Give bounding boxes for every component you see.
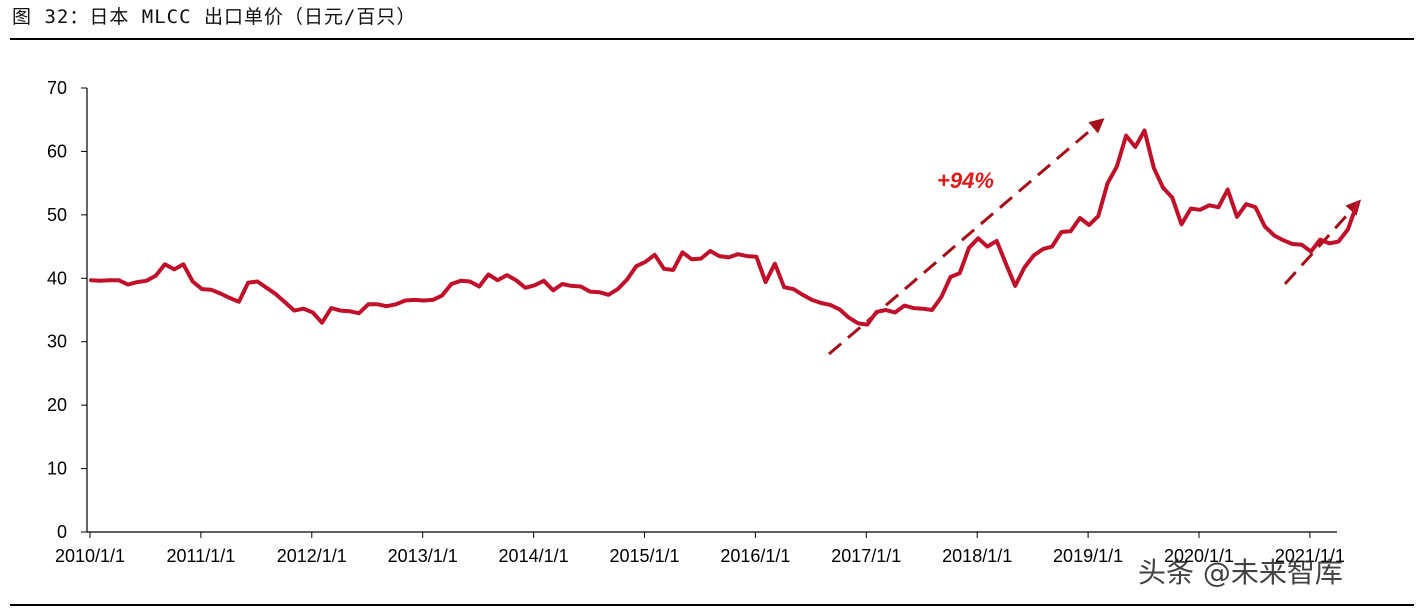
bottom-rule — [10, 604, 1414, 606]
x-tick-label: 2015/1/1 — [609, 546, 679, 566]
x-tick-label: 2018/1/1 — [942, 546, 1012, 566]
y-tick-label: 70 — [47, 78, 67, 98]
y-axis-ticks: 0 10 20 30 40 50 60 70 — [47, 78, 87, 542]
x-tick-label: 2010/1/1 — [55, 546, 125, 566]
y-tick-label: 0 — [57, 522, 67, 542]
y-tick-label: 30 — [47, 332, 67, 352]
series-group — [89, 128, 1360, 327]
x-tick-label: 2014/1/1 — [499, 546, 569, 566]
y-tick-label: 20 — [47, 395, 67, 415]
figure-title: 图 32：日本 MLCC 出口单价（日元/百只） — [12, 6, 417, 28]
x-tick-label: 2012/1/1 — [277, 546, 347, 566]
watermark: 头条 @未来智库 — [1138, 556, 1343, 589]
x-tick-label: 2021/1/1 — [1275, 546, 1345, 566]
top-rule — [10, 38, 1414, 40]
chart-axes — [86, 88, 1337, 533]
x-tick-label: 2017/1/1 — [831, 546, 901, 566]
x-axis-ticks: 2010/1/1 2011/1/1 2012/1/1 2013/1/1 2014/1/1… — [55, 532, 1345, 566]
annotation-label: +94% — [937, 168, 994, 193]
x-tick-label: 2020/1/1 — [1164, 546, 1234, 566]
y-tick-label: 50 — [47, 205, 67, 225]
x-tick-label: 2016/1/1 — [720, 546, 790, 566]
x-tick-label: 2013/1/1 — [388, 546, 458, 566]
y-tick-label: 40 — [47, 268, 67, 288]
trend-arrow — [1283, 199, 1362, 286]
y-tick-label: 10 — [47, 459, 67, 479]
x-tick-label: 2011/1/1 — [167, 546, 236, 566]
x-tick-label: 2019/1/1 — [1053, 546, 1123, 566]
series-line — [89, 128, 1360, 327]
y-tick-label: 60 — [47, 141, 67, 161]
